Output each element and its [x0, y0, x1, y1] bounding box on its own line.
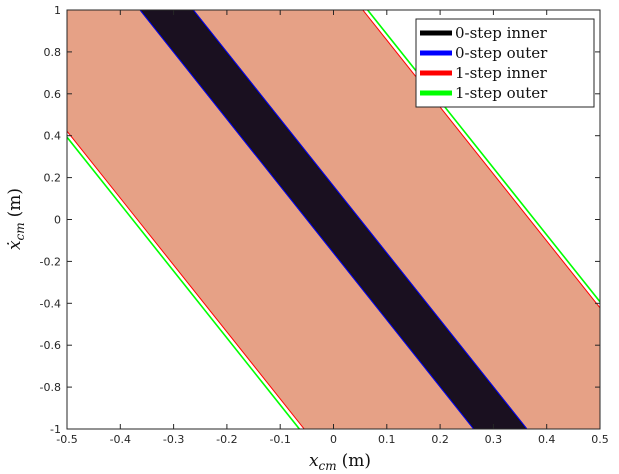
boundary-left-0-step-outer	[139, 10, 475, 429]
x-axis-label: xcm (m)	[309, 451, 371, 473]
x-tick-label: -0.4	[110, 433, 131, 446]
legend-label-1-step-inner: 1-step inner	[455, 64, 548, 82]
y-tick-label: -0.4	[40, 297, 61, 310]
x-tick-label: -0.2	[216, 433, 237, 446]
boundary-left-1-step-outer	[67, 135, 301, 429]
legend: 0-step inner 0-step outer 1-step inner 1-st…	[415, 18, 595, 108]
boundary-left-1-step-inner	[67, 130, 305, 429]
y-tick-label: 0.4	[44, 130, 62, 143]
regions-group	[67, 10, 600, 429]
region-fill-0-step-inner	[140, 10, 527, 429]
y-tick-label: -1	[50, 423, 61, 436]
x-tick-label: 0.5	[591, 433, 609, 446]
ticks-group: -0.5 -0.4 -0.3 -0.2 -0.1 0 0.1 0.2 0.3 0.4 0.5 -1 -0…	[40, 4, 609, 446]
x-tick-label: -0.5	[56, 433, 77, 446]
y-tick-label: -0.8	[40, 381, 61, 394]
x-tick-label: 0.1	[378, 433, 396, 446]
x-tick-label: -0.1	[269, 433, 290, 446]
x-tick-label: -0.3	[163, 433, 184, 446]
y-tick-label: -0.6	[40, 339, 61, 352]
x-tick-label: 0.3	[485, 433, 503, 446]
legend-label-0-step-outer: 0-step outer	[455, 44, 548, 62]
legend-label-0-step-inner: 0-step inner	[455, 24, 548, 42]
y-tick-label: 0.2	[44, 172, 62, 185]
y-axis-label: ẋcm(m)	[5, 188, 27, 250]
x-tick-label: 0	[330, 433, 337, 446]
y-tick-label: 1	[54, 4, 61, 17]
y-tick-label: 0	[54, 214, 61, 227]
x-tick-label: 0.4	[538, 433, 556, 446]
boundary-right-0-step-outer	[192, 10, 528, 429]
x-tick-label: 0.2	[431, 433, 449, 446]
legend-label-1-step-outer: 1-step outer	[455, 84, 548, 102]
y-tick-label: -0.2	[40, 255, 61, 268]
y-tick-label: 0.8	[44, 46, 62, 59]
y-tick-label: 0.6	[44, 88, 62, 101]
